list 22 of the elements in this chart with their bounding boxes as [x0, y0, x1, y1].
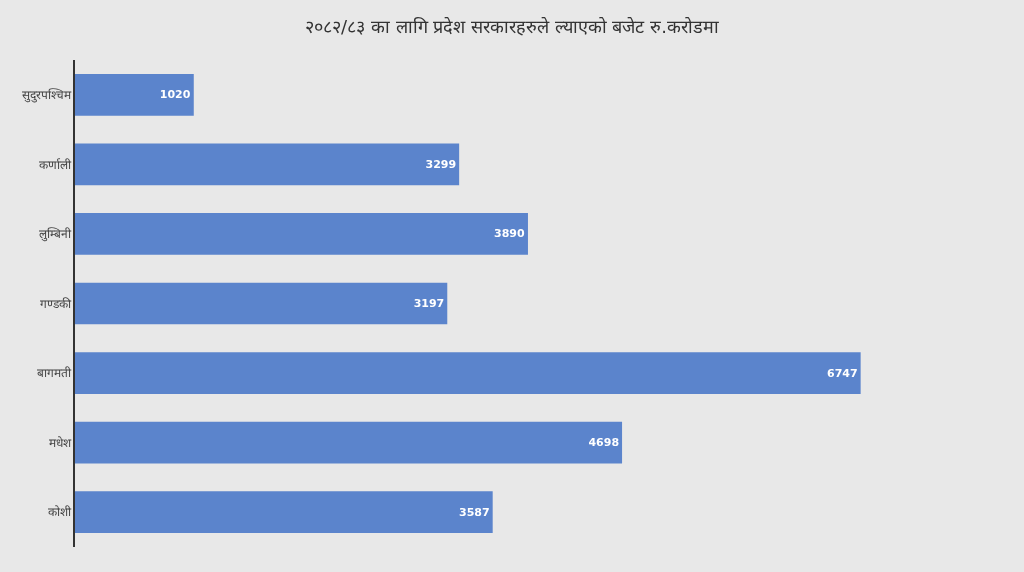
y-tick-label: बागमती: [36, 366, 72, 381]
data-label: 1020: [159, 88, 191, 102]
y-tick-label: मधेश: [48, 435, 72, 450]
data-label: 3299: [425, 157, 457, 171]
bar: [75, 282, 448, 325]
y-tick-label: कर्णाली: [38, 157, 72, 172]
y-tick-label: कोशी: [47, 505, 72, 520]
data-label: 4698: [588, 436, 620, 450]
bar: [75, 73, 194, 116]
bar: [75, 143, 460, 186]
bar: [75, 352, 861, 394]
chart-title: २०८२/८३ का लागि प्रदेश सरकारहरुले ल्याएको बजेट रु.करोडमा: [305, 15, 719, 37]
bar: [75, 421, 623, 464]
bar: [75, 213, 528, 255]
bar: [75, 491, 493, 534]
data-label: 3197: [413, 297, 445, 310]
y-tick-label: गण्डकी: [39, 296, 72, 311]
y-tick-label: लुम्बिनी: [38, 227, 72, 243]
y-tick-label: सुदुरपश्चिम: [21, 87, 72, 103]
data-label: 6747: [827, 366, 858, 380]
data-label: 3890: [494, 227, 525, 241]
data-label: 3587: [459, 505, 490, 519]
